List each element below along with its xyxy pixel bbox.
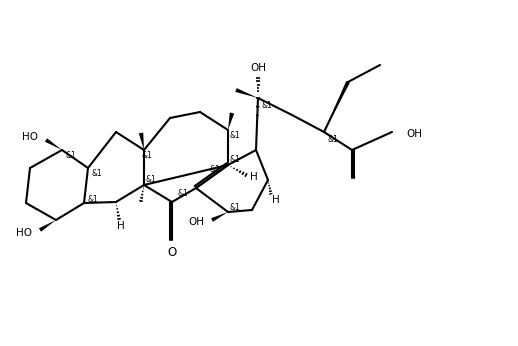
Text: &1: &1 xyxy=(178,189,189,198)
Polygon shape xyxy=(39,220,56,232)
Text: &1: &1 xyxy=(327,136,338,145)
Text: &1: &1 xyxy=(91,169,102,177)
Text: &1: &1 xyxy=(65,152,76,161)
Text: H: H xyxy=(272,195,280,205)
Text: HO: HO xyxy=(22,132,38,142)
Polygon shape xyxy=(235,88,258,98)
Text: OH: OH xyxy=(406,129,422,139)
Text: O: O xyxy=(167,246,177,260)
Text: &1: &1 xyxy=(87,194,98,203)
Text: OH: OH xyxy=(250,63,266,73)
Polygon shape xyxy=(211,212,228,222)
Text: &1: &1 xyxy=(230,202,241,211)
Text: &1: &1 xyxy=(230,155,241,164)
Polygon shape xyxy=(324,81,350,132)
Text: &1: &1 xyxy=(142,151,153,160)
Text: &1: &1 xyxy=(261,101,272,110)
Text: OH: OH xyxy=(188,217,204,227)
Text: &1: &1 xyxy=(146,175,157,184)
Polygon shape xyxy=(228,112,234,130)
Text: H: H xyxy=(117,221,125,231)
Polygon shape xyxy=(139,133,144,150)
Text: HO: HO xyxy=(16,228,32,238)
Text: &1: &1 xyxy=(210,165,221,174)
Polygon shape xyxy=(45,138,62,150)
Text: &1: &1 xyxy=(230,130,241,139)
Text: H: H xyxy=(250,172,258,182)
